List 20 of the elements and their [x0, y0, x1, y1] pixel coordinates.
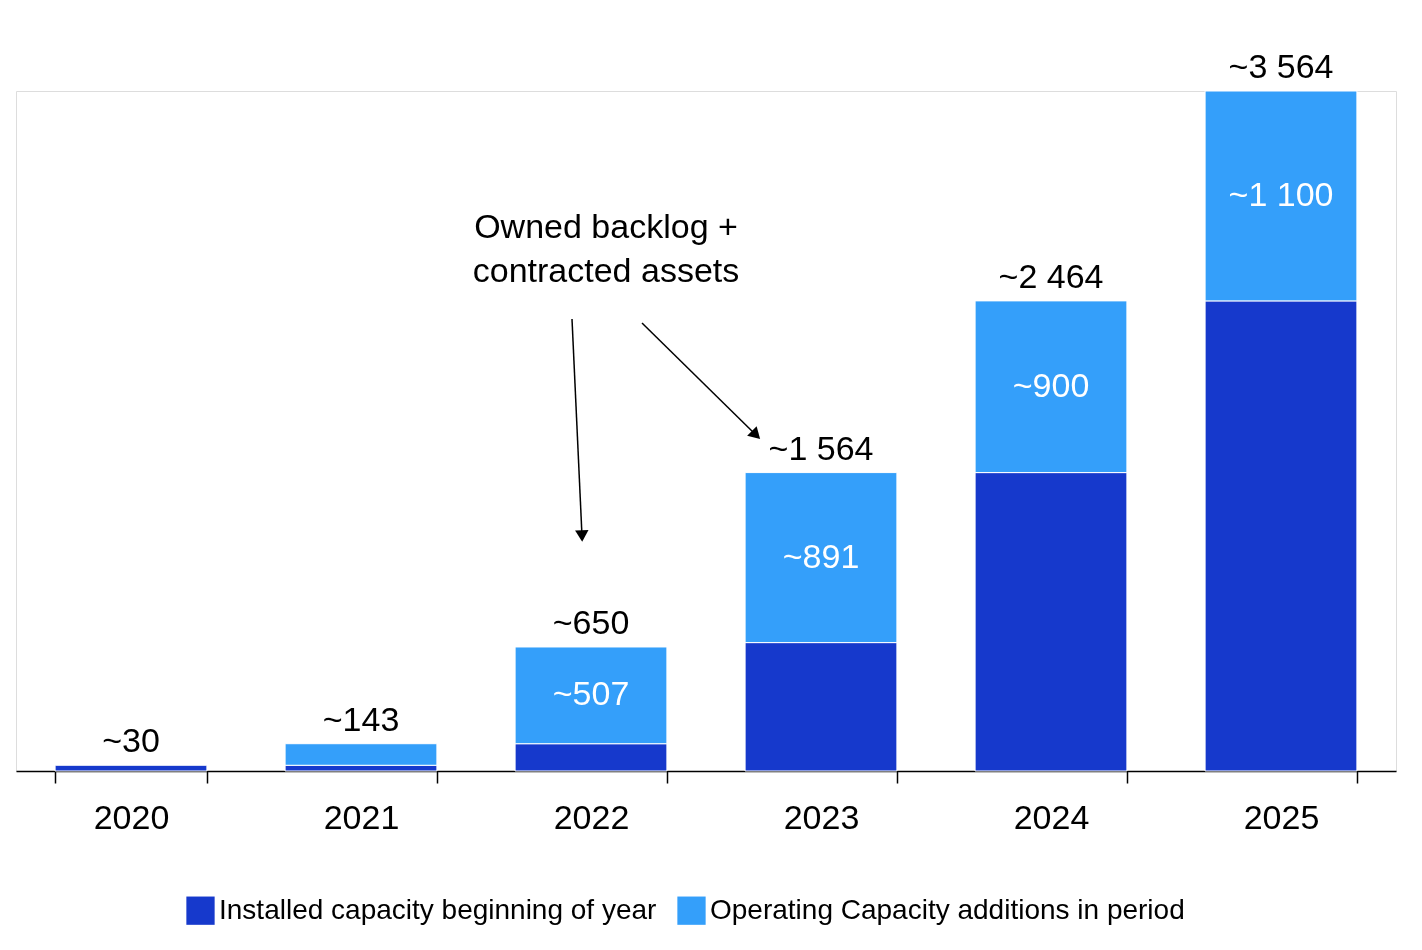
x-tick-label: 2025: [1243, 797, 1320, 836]
data-label: ~1 100: [1228, 174, 1334, 213]
total-label: ~2 464: [998, 256, 1104, 295]
total-label: ~1 564: [768, 428, 874, 467]
x-tick-label: 2023: [783, 797, 860, 836]
total-label: ~3 564: [1228, 47, 1334, 85]
data-label: ~900: [1012, 365, 1090, 404]
x-tick-label: 2024: [1013, 797, 1090, 836]
data-label: ~507: [552, 674, 630, 713]
annotation: Owned backlog + contracted assets: [472, 207, 740, 289]
bar: [54, 764, 208, 772]
total-label: ~143: [322, 699, 400, 738]
total-label: ~650: [552, 602, 630, 641]
legend-label: Operating Capacity additions in period: [710, 893, 1185, 925]
total-label: ~30: [102, 721, 160, 760]
legend-label: Installed capacity beginning of year: [219, 893, 657, 925]
x-tick-label: 2022: [553, 797, 630, 836]
x-tick-label: 2021: [323, 797, 400, 836]
data-label: ~891: [782, 536, 860, 575]
x-tick-label: 2020: [93, 797, 170, 836]
